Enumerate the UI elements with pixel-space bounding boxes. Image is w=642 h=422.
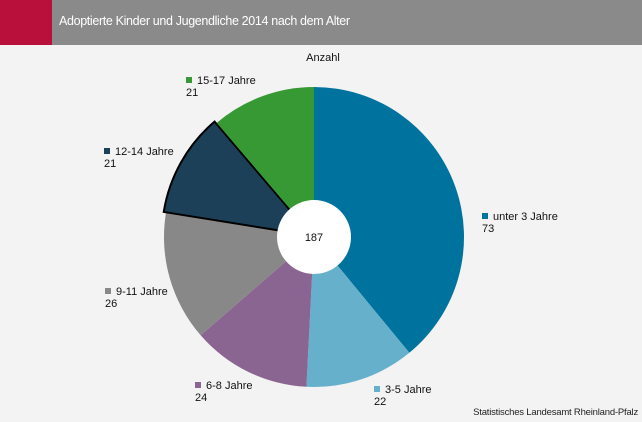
slice-name: 6-8 Jahre xyxy=(206,380,253,392)
pie-slice xyxy=(163,213,314,336)
slice-label: 12-14 Jahre 21 xyxy=(104,146,174,170)
slice-name: 15-17 Jahre xyxy=(197,75,256,87)
slice-value: 22 xyxy=(374,396,387,408)
pie-slice xyxy=(162,120,315,238)
slice-value: 26 xyxy=(105,298,118,310)
pie-slice xyxy=(200,237,314,387)
slice-value: 24 xyxy=(195,392,208,404)
pie-slice xyxy=(306,237,410,387)
slice-name: 3-5 Jahre xyxy=(385,384,432,396)
slice-name: unter 3 Jahre xyxy=(493,211,558,223)
legend-swatch xyxy=(104,148,110,154)
center-hole xyxy=(277,200,351,274)
center-total-label: 187 xyxy=(305,232,323,244)
slice-label: unter 3 Jahre 73 xyxy=(482,211,558,235)
slice-label: 9-11 Jahre 26 xyxy=(105,286,168,310)
legend-swatch xyxy=(195,382,201,388)
slice-value: 21 xyxy=(186,87,199,99)
slice-value: 21 xyxy=(104,158,117,170)
slice-name: 12-14 Jahre xyxy=(115,146,174,158)
header-accent xyxy=(0,0,52,45)
slice-label: 6-8 Jahre 24 xyxy=(195,380,252,404)
legend-swatch xyxy=(374,386,380,392)
legend-swatch xyxy=(105,288,111,294)
pie-chart: 187 xyxy=(162,87,465,387)
source-note: Statistisches Landesamt Rheinland-Pfalz xyxy=(473,407,638,418)
pie-slice xyxy=(216,87,314,237)
chart-title: Adoptierte Kinder und Jugendliche 2014 n… xyxy=(59,14,350,28)
slice-name: 9-11 Jahre xyxy=(116,286,168,298)
pie-slice xyxy=(314,87,465,353)
legend-swatch xyxy=(482,213,488,219)
chart-subtitle: Anzahl xyxy=(306,52,340,64)
header-bar: Adoptierte Kinder und Jugendliche 2014 n… xyxy=(0,0,642,45)
slice-label: 15-17 Jahre 21 xyxy=(186,75,256,99)
legend-swatch xyxy=(186,77,192,83)
slice-label: 3-5 Jahre 22 xyxy=(374,384,431,408)
slice-value: 73 xyxy=(482,223,495,235)
